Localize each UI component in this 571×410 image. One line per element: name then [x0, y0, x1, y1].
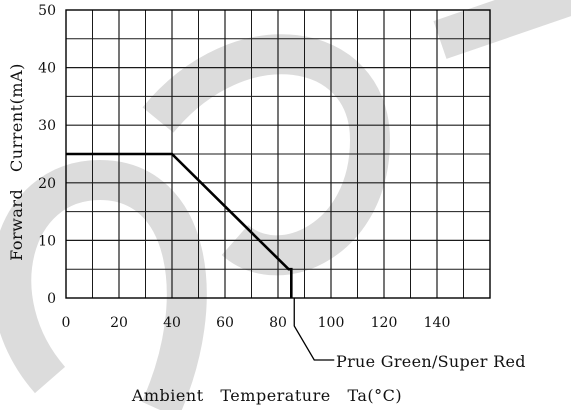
grid: [66, 10, 490, 298]
x-tick-label: 140: [424, 315, 451, 331]
x-tick-label: 40: [163, 315, 181, 331]
y-tick-label: 50: [38, 3, 56, 19]
x-tick-label: 80: [269, 315, 287, 331]
series-layer: [66, 152, 293, 298]
series-callout: Prue Green/Super Red: [293, 298, 526, 371]
x-axis-title: Ambient Temperature Ta(°C): [131, 386, 402, 405]
series-label: Prue Green/Super Red: [336, 352, 526, 371]
x-axis-ticks: 0 20 40 60 80 100 120 140: [62, 315, 451, 331]
y-axis-ticks: 0 10 20 30 40 50: [38, 3, 56, 307]
y-tick-label: 10: [38, 233, 56, 249]
x-tick-label: 100: [318, 315, 345, 331]
y-tick-label: 30: [38, 118, 56, 134]
y-tick-label: 0: [47, 291, 56, 307]
x-tick-label: 60: [216, 315, 234, 331]
watermark-letter-l: [433, 0, 571, 59]
y-axis-title: Forward Current(mA): [7, 63, 26, 261]
x-tick-label: 0: [62, 315, 71, 331]
callout-leader-line: [293, 298, 335, 361]
y-tick-label: 20: [38, 176, 56, 192]
x-tick-label: 120: [371, 315, 398, 331]
watermark-letter-p: [142, 34, 391, 276]
x-tick-label: 20: [110, 315, 128, 331]
y-tick-label: 40: [38, 61, 56, 77]
watermark-letter-o: [0, 159, 207, 410]
series-line: [66, 152, 293, 298]
